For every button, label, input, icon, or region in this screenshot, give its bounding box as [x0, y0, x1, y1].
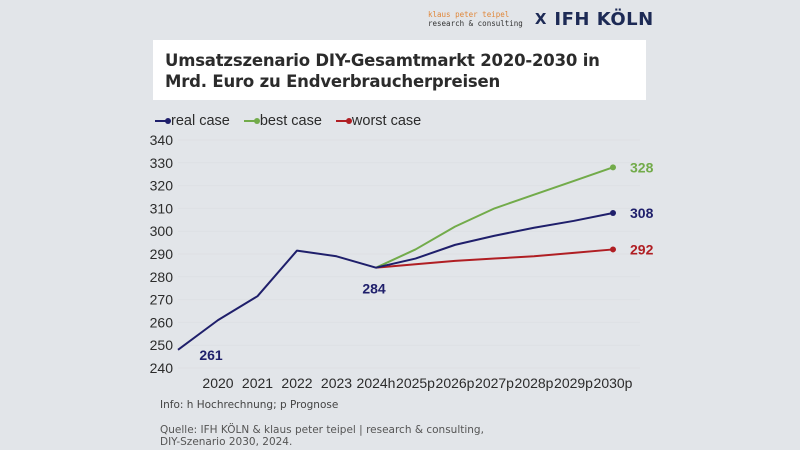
data-label-real: 308 — [630, 205, 654, 221]
data-label-best: 328 — [630, 159, 654, 175]
x-tick-label: 2022 — [281, 375, 312, 391]
source-note: Quelle: IFH KÖLN & klaus peter teipel | … — [160, 424, 490, 448]
x-tick-label: 2027p — [475, 375, 514, 391]
brand-logo: IFH KÖLN — [554, 8, 654, 30]
x-tick-label: 2030p — [594, 375, 633, 391]
series-line-real — [177, 211, 614, 351]
y-tick-label: 290 — [150, 246, 174, 262]
x-tick-label: 2026p — [436, 375, 475, 391]
legend-swatch-worst — [335, 118, 352, 124]
legend-label: worst case — [351, 113, 422, 129]
y-tick-label: 280 — [150, 269, 174, 285]
data-label-real: 284 — [362, 281, 386, 297]
y-tick-label: 300 — [150, 223, 174, 239]
series-line-worst — [375, 248, 614, 269]
end-marker-real — [610, 209, 616, 216]
y-axis-ticks: 240 250 260 270 280 290 300 310 320 330 340 — [150, 132, 174, 376]
info-note: Info: h Hochrechnung; p Prognose — [160, 399, 339, 411]
x-tick-label: 2028p — [515, 375, 554, 391]
legend-label: best case — [259, 113, 322, 129]
legend-swatch-real — [155, 118, 171, 124]
legend: real case best case worst case — [155, 113, 421, 129]
y-tick-label: 320 — [150, 178, 174, 194]
y-tick-label: 250 — [150, 337, 174, 353]
y-tick-label: 270 — [150, 292, 174, 308]
y-tick-label: 260 — [150, 314, 174, 330]
legend-label: real case — [171, 113, 230, 129]
end-marker-worst — [610, 246, 616, 253]
source-line-2: DIY-Szenario 2030, 2024. — [160, 436, 293, 448]
chart-title: Umsatzszenario DIY-Gesamtmarkt 2020-2030… — [165, 51, 600, 91]
x-tick-label: 2024h — [357, 375, 396, 391]
series-line-best — [375, 166, 614, 269]
y-tick-label: 240 — [150, 360, 174, 376]
y-tick-label: 340 — [150, 132, 174, 148]
legend-item-best-case: best case — [243, 113, 322, 129]
data-labels: 261 284 328 308 292 — [199, 159, 653, 363]
y-tick-label: 330 — [150, 155, 174, 171]
x-tick-label: 2021 — [242, 375, 273, 391]
x-tick-label: 2020 — [202, 375, 233, 391]
series-lines — [177, 164, 616, 351]
data-label-worst: 292 — [630, 241, 654, 257]
y-tick-label: 310 — [150, 200, 174, 216]
x-tick-label: 2029p — [554, 375, 593, 391]
partner-subtitle: research & consulting — [428, 19, 523, 28]
end-marker-best — [610, 164, 616, 171]
chart-title-box: Umsatzszenario DIY-Gesamtmarkt 2020-2030… — [153, 40, 646, 100]
legend-swatch-best — [243, 118, 260, 124]
legend-item-worst-case: worst case — [335, 113, 422, 129]
logo: klaus peter teipel research & consulting… — [428, 6, 654, 32]
x-tick-label: 2023 — [321, 375, 352, 391]
x-tick-label: 2025p — [396, 375, 435, 391]
data-label-real: 261 — [199, 347, 223, 363]
x-axis-ticks: 2020 2021 2022 2023 2024h 2025p 2026p 2027p 2028… — [202, 375, 632, 391]
partner-logo: klaus peter teipel research & consulting — [428, 10, 523, 28]
partner-name: klaus peter teipel — [428, 10, 510, 19]
source-line-1: Quelle: IFH KÖLN & klaus peter teipel | … — [160, 424, 484, 436]
legend-item-real-case: real case — [155, 113, 230, 129]
logo-separator: X — [534, 10, 547, 28]
